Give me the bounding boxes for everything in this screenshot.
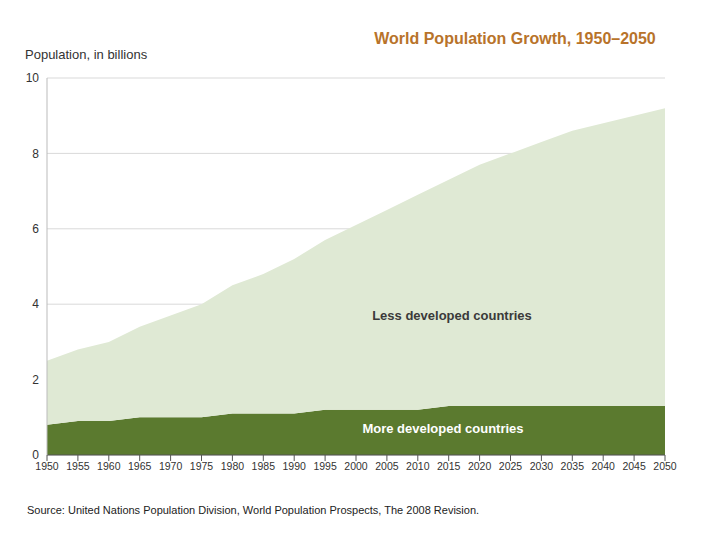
svg-text:0: 0 [32,448,39,462]
html-text:More developed countries: More developed countries [362,421,524,436]
html-text:Population, in billions: Population, in billions [25,47,148,62]
svg-text:2030: 2030 [530,460,554,472]
html-text:Less developed countries: Less developed countries [372,308,532,323]
svg-text:1950: 1950 [35,460,59,473]
svg-text:10: 10 [26,71,40,85]
html-text:World Population Growth, 1950–: World Population Growth, 1950–2050 [374,30,656,47]
svg-text:2010: 2010 [406,460,430,472]
svg-text:2045: 2045 [622,460,646,472]
svg-text:2020: 2020 [468,460,492,472]
svg-text:1985: 1985 [252,460,276,472]
svg-text:1970: 1970 [159,460,183,472]
svg-text:2050: 2050 [653,460,677,472]
svg-text:2025: 2025 [499,460,523,472]
svg-text:1960: 1960 [97,460,121,472]
svg-text:2005: 2005 [375,460,399,472]
svg-text:1955: 1955 [66,460,90,472]
svg-text:4: 4 [32,297,39,311]
svg-text:2: 2 [32,373,39,387]
svg-text:1990: 1990 [283,460,307,472]
html-text:Source: United Nations Populat: Source: United Nations Population Divisi… [27,504,480,516]
svg-text:2000: 2000 [344,460,368,472]
svg-text:1995: 1995 [313,460,337,472]
svg-text:2040: 2040 [592,460,616,472]
svg-text:8: 8 [32,147,39,161]
svg-text:1980: 1980 [221,460,245,472]
svg-text:2015: 2015 [437,460,461,472]
svg-text:1975: 1975 [190,460,214,472]
svg-text:1965: 1965 [128,460,152,472]
svg-text:2035: 2035 [561,460,585,472]
svg-text:6: 6 [32,222,39,236]
